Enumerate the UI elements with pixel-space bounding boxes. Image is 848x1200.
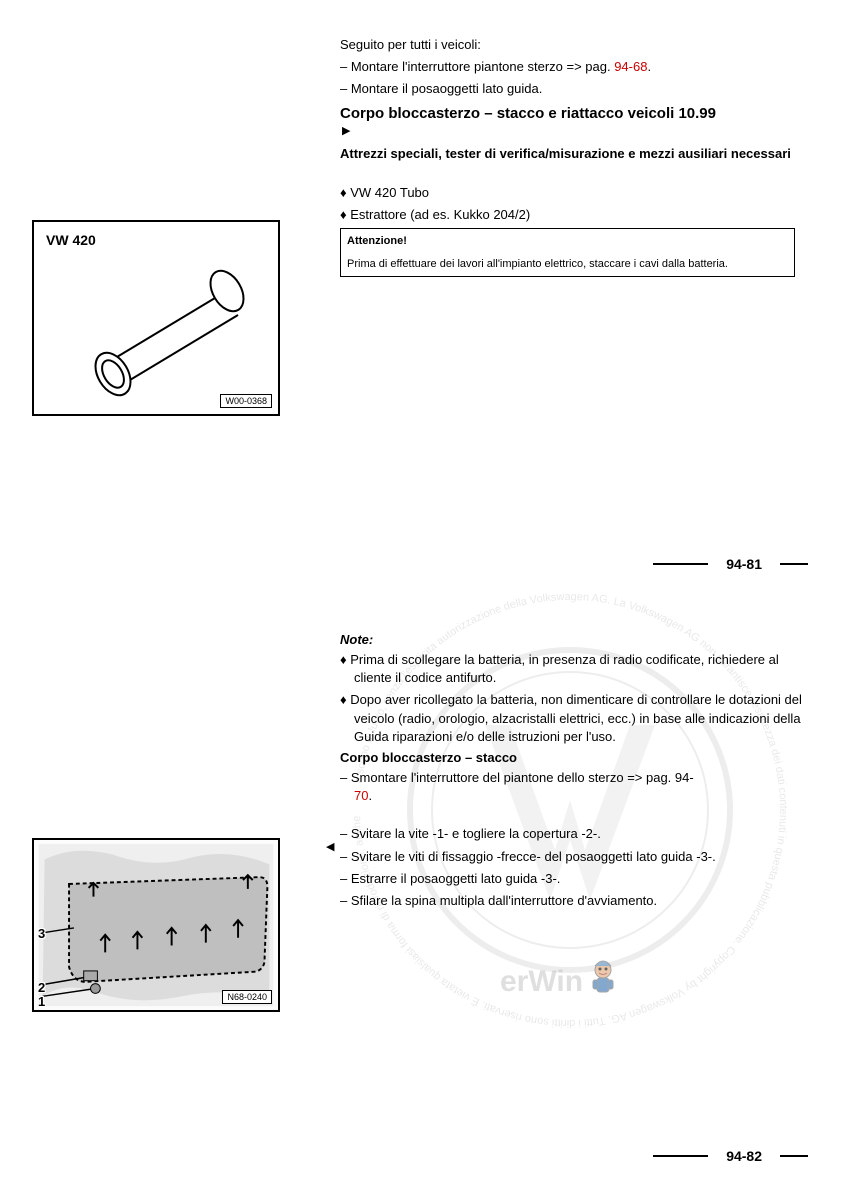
- step-text: Smontare l'interruttore del piantone del…: [351, 770, 694, 785]
- note-label: Note:: [340, 632, 808, 647]
- tool-item: Estrattore (ad es. Kukko 204/2): [340, 206, 808, 224]
- figure-stamp: W00-0368: [220, 394, 272, 408]
- step-line: Estrarre il posaoggetti lato guida -3-.: [340, 870, 808, 888]
- section-2-content: Note: Prima di scollegare la batteria, i…: [340, 632, 808, 914]
- page-ref-link[interactable]: 70: [354, 788, 368, 803]
- page-rule: [653, 563, 708, 565]
- tool-item: VW 420 Tubo: [340, 184, 808, 202]
- photo-figure: 3 2 1 N68-0240: [32, 838, 280, 1012]
- warning-body: Prima di effettuare dei lavori all'impia…: [347, 256, 788, 273]
- callout-2: 2: [38, 980, 45, 995]
- step-line: Svitare le viti di fissaggio -frecce- de…: [340, 848, 808, 866]
- arrow-icon: ▶: [342, 124, 808, 137]
- step-line: Svitare la vite -1- e togliere la copert…: [340, 825, 808, 843]
- page-rule: [780, 1155, 808, 1157]
- note-text: Prima di scollegare la batteria, in pres…: [340, 651, 808, 687]
- photo-illustration: [34, 840, 278, 1010]
- page-number-bar: 94-82: [653, 1148, 808, 1164]
- tube-illustration: [64, 262, 264, 402]
- page-number: 94-82: [726, 1148, 762, 1164]
- page-number: 94-81: [726, 556, 762, 572]
- note-item: Prima di scollegare la batteria, in pres…: [340, 651, 808, 687]
- step-text-post: .: [368, 788, 372, 803]
- callout-1: 1: [38, 994, 45, 1009]
- continuation-text: Seguito per tutti i veicoli:: [340, 36, 808, 54]
- warning-title: Attenzione!: [347, 233, 788, 250]
- page-rule: [780, 563, 808, 565]
- page-number-bar: 94-81: [653, 556, 808, 572]
- tool-figure: VW 420 W00-0368: [32, 220, 280, 416]
- step-text-post: .: [647, 59, 651, 74]
- section-1-content: Seguito per tutti i veicoli: Montare l'i…: [340, 36, 808, 277]
- step-line: Montare il posaoggetti lato guida.: [340, 80, 808, 98]
- callout-3: 3: [38, 926, 45, 941]
- figure-stamp: N68-0240: [222, 990, 272, 1004]
- tool-figure-label: VW 420: [46, 232, 96, 248]
- inline-arrow-icon: ◀: [326, 840, 334, 853]
- page-rule: [653, 1155, 708, 1157]
- step-line: Sfilare la spina multipla dall'interrutt…: [340, 892, 808, 910]
- page-ref-link[interactable]: 94-68: [614, 59, 647, 74]
- subsection-heading: Corpo bloccasterzo – stacco: [340, 750, 808, 765]
- note-text: Dopo aver ricollegato la batteria, non d…: [340, 691, 808, 746]
- step-text: Montare l'interruttore piantone sterzo =…: [351, 59, 614, 74]
- page-container: a scopo di lucro, senza l'esplicita auto…: [0, 0, 848, 1200]
- step-line: Smontare l'interruttore del piantone del…: [340, 769, 808, 805]
- mascot-icon: [588, 958, 618, 998]
- section-heading: Corpo bloccasterzo – stacco e riattacco …: [340, 105, 808, 122]
- section-subheading: Attrezzi speciali, tester di verifica/mi…: [340, 145, 808, 163]
- warning-box: Attenzione! Prima di effettuare dei lavo…: [340, 228, 795, 277]
- step-line: Montare l'interruttore piantone sterzo =…: [340, 58, 808, 76]
- note-item: Dopo aver ricollegato la batteria, non d…: [340, 691, 808, 746]
- erwin-watermark: erWin: [500, 965, 583, 999]
